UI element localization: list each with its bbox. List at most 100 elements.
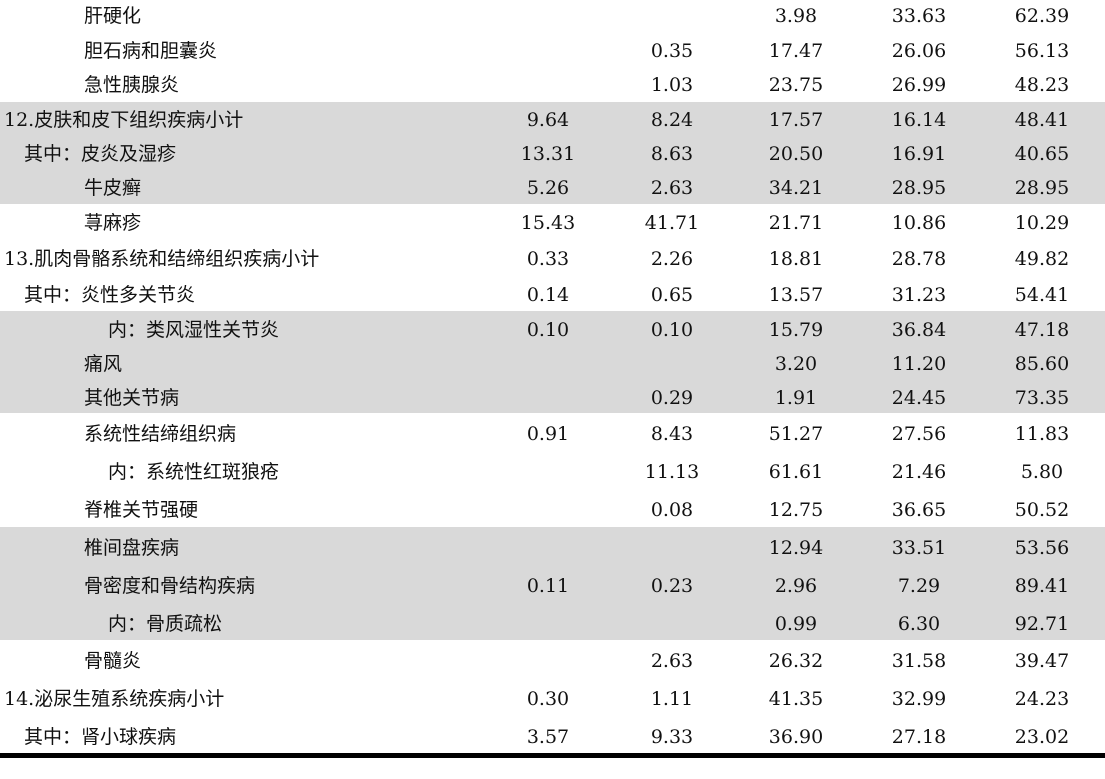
table-cell: 36.65: [891, 499, 947, 521]
table-cell: 48.23: [1014, 74, 1070, 96]
row-label: 胆石病和胆囊炎: [84, 40, 218, 62]
table-cell: 26.06: [891, 40, 947, 62]
table-cell: 0.10: [650, 319, 694, 341]
table-cell: 2.96: [774, 575, 818, 597]
row-group-shading: [0, 311, 1105, 413]
row-label: 肝硬化: [84, 5, 142, 27]
row-group-shading: [0, 102, 1105, 204]
table-cell: 33.51: [891, 537, 947, 559]
table-cell: 16.14: [891, 109, 947, 131]
row-label: 其中：炎性多关节炎: [24, 284, 196, 306]
bottom-rule: [0, 753, 1105, 758]
table-cell: 40.65: [1014, 143, 1070, 165]
table-cell: 47.18: [1014, 319, 1070, 341]
table-cell: 3.20: [774, 353, 818, 375]
row-label: 牛皮癣: [84, 177, 142, 199]
row-label: 其中：肾小球疾病: [24, 726, 177, 748]
row-label: 内：类风湿性关节炎: [108, 319, 280, 341]
table-cell: 5.26: [526, 177, 570, 199]
table-cell: 48.41: [1014, 109, 1070, 131]
table-cell: 21.46: [891, 461, 947, 483]
table-cell: 0.91: [526, 423, 570, 445]
table-cell: 2.63: [650, 650, 694, 672]
table-cell: 54.41: [1014, 284, 1070, 306]
table-cell: 11.83: [1014, 423, 1070, 445]
table-cell: 73.35: [1014, 387, 1070, 409]
row-label: 其他关节病: [84, 387, 180, 409]
row-label: 内：系统性红斑狼疮: [108, 461, 280, 483]
table-cell: 49.82: [1014, 248, 1070, 270]
row-label: 内：骨质疏松: [108, 613, 223, 635]
table-cell: 12.75: [768, 499, 824, 521]
table-cell: 10.86: [891, 212, 947, 234]
table-cell: 17.47: [768, 40, 824, 62]
table-cell: 0.30: [526, 688, 570, 710]
table-cell: 50.52: [1014, 499, 1070, 521]
row-label: 系统性结缔组织病: [84, 423, 237, 445]
table-cell: 15.79: [768, 319, 824, 341]
table-cell: 2.26: [650, 248, 694, 270]
row-label: 其中：皮炎及湿疹: [24, 143, 177, 165]
table-cell: 28.95: [1014, 177, 1070, 199]
table-cell: 11.13: [644, 461, 700, 483]
table-cell: 51.27: [768, 423, 824, 445]
row-label: 骨密度和骨结构疾病: [84, 575, 256, 597]
table-cell: 61.61: [768, 461, 824, 483]
table-cell: 0.23: [650, 575, 694, 597]
table-cell: 56.13: [1014, 40, 1070, 62]
table-cell: 8.24: [650, 109, 694, 131]
table-cell: 0.08: [650, 499, 694, 521]
row-label: 12.皮肤和皮下组织疾病小计: [4, 109, 244, 131]
table-cell: 0.10: [526, 319, 570, 341]
table-cell: 24.45: [891, 387, 947, 409]
table-cell: 62.39: [1014, 5, 1070, 27]
table-cell: 3.98: [774, 5, 818, 27]
table-cell: 18.81: [768, 248, 824, 270]
table-cell: 6.30: [897, 613, 941, 635]
table-cell: 7.29: [897, 575, 941, 597]
table-cell: 85.60: [1014, 353, 1070, 375]
table-cell: 27.18: [891, 726, 947, 748]
table-cell: 23.75: [768, 74, 824, 96]
row-label: 痛风: [84, 353, 123, 375]
table-cell: 0.99: [774, 613, 818, 635]
table-cell: 36.90: [768, 726, 824, 748]
row-label: 13.肌肉骨骼系统和结缔组织疾病小计: [4, 248, 320, 270]
table-cell: 0.35: [650, 40, 694, 62]
table-cell: 3.57: [526, 726, 570, 748]
table-cell: 28.78: [891, 248, 947, 270]
table-cell: 27.56: [891, 423, 947, 445]
table-cell: 9.33: [650, 726, 694, 748]
table-cell: 21.71: [768, 212, 824, 234]
table-cell: 28.95: [891, 177, 947, 199]
table-cell: 32.99: [891, 688, 947, 710]
table-cell: 1.03: [650, 74, 694, 96]
table-cell: 26.99: [891, 74, 947, 96]
table-cell: 1.91: [774, 387, 818, 409]
row-label: 荨麻疹: [84, 212, 142, 234]
table-cell: 0.29: [650, 387, 694, 409]
table-cell: 11.20: [891, 353, 947, 375]
row-group-shading: [0, 527, 1105, 640]
table-cell: 34.21: [768, 177, 824, 199]
table-cell: 23.02: [1014, 726, 1070, 748]
table-cell: 2.63: [650, 177, 694, 199]
row-label: 14.泌尿生殖系统疾病小计: [4, 688, 225, 710]
table-cell: 0.65: [650, 284, 694, 306]
table-cell: 5.80: [1020, 461, 1064, 483]
table-cell: 8.43: [650, 423, 694, 445]
table-cell: 10.29: [1014, 212, 1070, 234]
table-cell: 17.57: [768, 109, 824, 131]
row-label: 骨髓炎: [84, 650, 142, 672]
table-cell: 31.23: [891, 284, 947, 306]
table-cell: 33.63: [891, 5, 947, 27]
table-cell: 41.71: [644, 212, 700, 234]
table-cell: 89.41: [1014, 575, 1070, 597]
table-cell: 92.71: [1014, 613, 1070, 635]
row-label: 脊椎关节强硬: [84, 499, 199, 521]
table-cell: 12.94: [768, 537, 824, 559]
table-cell: 41.35: [768, 688, 824, 710]
table-cell: 36.84: [891, 319, 947, 341]
row-label: 急性胰腺炎: [84, 74, 180, 96]
table-cell: 15.43: [520, 212, 576, 234]
